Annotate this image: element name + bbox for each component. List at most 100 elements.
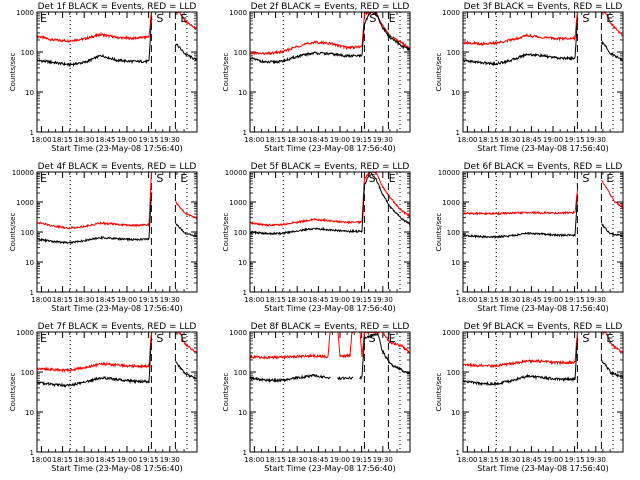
panel-det-5: Det 5f BLACK = Events, RED = LLD 1 10 100 10… <box>222 162 411 313</box>
x-tick-label: 19:30 <box>373 136 393 144</box>
series-line-lld <box>175 201 197 220</box>
panel-title: Det 3f BLACK = Events, RED = LLD <box>464 2 623 12</box>
x-axis-label: Start Time (23-May-08 17:56:40) <box>477 464 608 473</box>
y-tick-label: 1 <box>243 449 247 457</box>
x-tick-label: 18:15 <box>266 296 286 304</box>
x-tick-label: 19:00 <box>330 136 350 144</box>
y-tick-label: 10 <box>25 89 34 97</box>
x-tick-label: 18:00 <box>244 136 264 144</box>
series-line-events <box>250 172 410 236</box>
series-line-events <box>37 337 153 388</box>
x-tick-label: 19:00 <box>543 296 563 304</box>
y-tick-label: 10000 <box>225 169 247 177</box>
x-tick-label: 18:15 <box>479 296 499 304</box>
event-marker-label: S <box>582 12 589 25</box>
panel-title: Det 6f BLACK = Events, RED = LLD <box>464 162 623 172</box>
x-tick-label: 19:30 <box>373 296 393 304</box>
series-line-events <box>463 338 579 387</box>
x-tick-label: 18:15 <box>479 456 499 464</box>
y-tick-label: 10 <box>451 89 460 97</box>
y-axis-label: Counts/sec <box>435 213 443 252</box>
x-axis-label: Start Time (23-May-08 17:56:40) <box>264 464 395 473</box>
panel-title: Det 7f BLACK = Events, RED = LLD <box>38 322 197 332</box>
plot-frame <box>249 171 411 293</box>
x-tick-label: 19:00 <box>117 136 137 144</box>
x-axis-label: Start Time (23-May-08 17:56:40) <box>264 144 395 153</box>
y-tick-label: 10 <box>25 259 34 267</box>
plot-frame <box>249 331 411 453</box>
y-tick-label: 1 <box>30 449 34 457</box>
y-tick-label: 1 <box>30 289 34 297</box>
panel-det-2: Det 2f BLACK = Events, RED = LLD 1 10 100 10… <box>222 2 411 153</box>
x-axis-label: Start Time (23-May-08 17:56:40) <box>477 144 608 153</box>
x-tick-label: 19:00 <box>330 456 350 464</box>
plot-frame <box>36 171 198 293</box>
y-tick-label: 1000 <box>442 199 460 207</box>
event-marker-label: E <box>606 332 613 345</box>
plot-frame <box>462 11 624 133</box>
x-tick-label: 19:30 <box>160 456 180 464</box>
x-tick-label: 18:30 <box>287 296 307 304</box>
y-tick-label: 1000 <box>16 9 34 17</box>
x-tick-label: 19:15 <box>139 456 159 464</box>
y-axis-label: Counts/sec <box>9 213 17 252</box>
y-tick-label: 10 <box>238 409 247 417</box>
x-tick-label: 19:15 <box>139 296 159 304</box>
event-marker-label: E <box>40 172 47 185</box>
event-marker-label: E <box>40 332 47 345</box>
x-tick-label: 19:15 <box>565 296 585 304</box>
event-marker-label: E <box>180 172 187 185</box>
y-tick-label: 10 <box>451 259 460 267</box>
y-axis-label: Counts/sec <box>222 53 230 92</box>
y-axis-label: Counts/sec <box>435 53 443 92</box>
event-marker-label: S <box>369 332 376 345</box>
x-tick-label: 19:00 <box>543 456 563 464</box>
series-line-events <box>337 375 354 381</box>
plot-frame <box>36 11 198 133</box>
series-line-lld <box>463 12 579 46</box>
panel-title: Det 4f BLACK = Events, RED = LLD <box>38 162 197 172</box>
series-line-lld <box>37 332 153 373</box>
series-line-lld <box>250 172 410 228</box>
plot-frame <box>462 331 624 453</box>
x-tick-label: 19:00 <box>543 136 563 144</box>
x-tick-label: 18:45 <box>308 456 328 464</box>
series-line-events <box>601 359 623 379</box>
series-line-events <box>175 360 197 381</box>
x-tick-label: 18:15 <box>53 456 73 464</box>
y-axis-label: Counts/sec <box>435 373 443 412</box>
x-tick-label: 19:00 <box>117 456 137 464</box>
y-tick-label: 1 <box>456 449 460 457</box>
x-tick-label: 19:30 <box>586 136 606 144</box>
y-tick-label: 1 <box>243 289 247 297</box>
x-tick-label: 18:00 <box>457 456 477 464</box>
panel-det-7: Det 7f BLACK = Events, RED = LLD 1 10 100 10… <box>9 322 198 473</box>
y-tick-label: 10000 <box>12 169 34 177</box>
x-tick-label: 18:30 <box>500 296 520 304</box>
event-marker-label: S <box>156 332 163 345</box>
x-tick-label: 18:30 <box>74 456 94 464</box>
series-line-events <box>601 223 623 238</box>
x-tick-label: 18:00 <box>31 296 51 304</box>
event-marker-label: E <box>606 12 613 25</box>
plot-frame <box>249 11 411 133</box>
series-line-lld <box>601 12 623 37</box>
panel-det-1: Det 1f BLACK = Events, RED = LLD 1 10 100 10… <box>9 2 198 153</box>
x-tick-label: 18:15 <box>266 456 286 464</box>
x-tick-label: 18:45 <box>95 296 115 304</box>
x-tick-label: 18:00 <box>31 456 51 464</box>
x-tick-label: 18:45 <box>308 296 328 304</box>
y-tick-label: 1000 <box>229 9 247 17</box>
event-marker-label: E <box>606 172 613 185</box>
event-marker-label: S <box>156 12 163 25</box>
series-line-events <box>37 192 153 245</box>
event-marker-label: E <box>180 12 187 25</box>
y-axis-label: Counts/sec <box>222 373 230 412</box>
series-line-lld <box>250 12 410 56</box>
panel-det-6: Det 6f BLACK = Events, RED = LLD 1 10 100 10… <box>435 162 624 313</box>
x-tick-label: 18:45 <box>521 296 541 304</box>
x-tick-label: 19:30 <box>586 296 606 304</box>
y-tick-label: 1000 <box>16 199 34 207</box>
series-line-events <box>250 373 331 384</box>
y-tick-label: 10 <box>25 409 34 417</box>
